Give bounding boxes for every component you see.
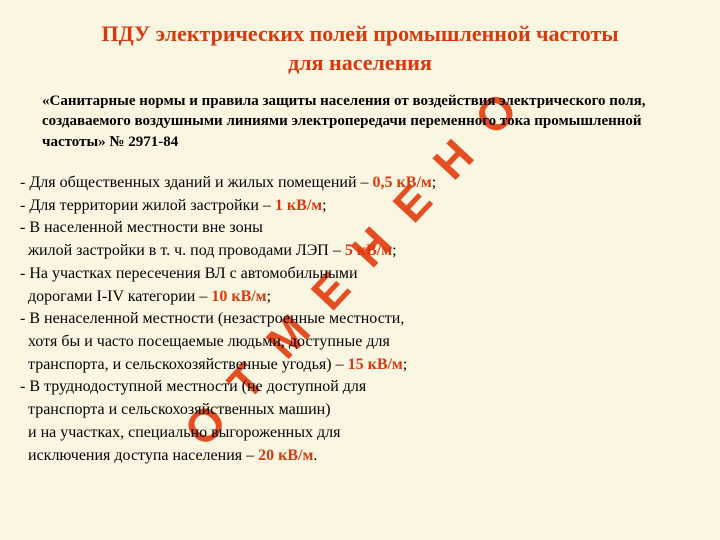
item-text: - В ненаселенной местности (незастроенны… [20, 310, 404, 327]
title-line-1: ПДУ электрических полей промышленной час… [101, 21, 618, 46]
list-item: - На участках пересечения ВЛ с автомобил… [20, 263, 684, 308]
title-line-2: для населения [288, 50, 432, 75]
list-item: - Для общественных зданий и жилых помеще… [20, 172, 684, 195]
item-text-post: . [313, 447, 317, 464]
item-value: 1 кВ/м [275, 197, 322, 214]
item-text: хотя бы и часто посещаемые людьми, досту… [20, 333, 390, 350]
item-text: транспорта и сельскохозяйственных машин) [20, 401, 331, 418]
item-text: - В населенной местности вне зоны [20, 219, 263, 236]
item-value: 0,5 кВ/м [373, 174, 432, 191]
item-value: 15 кВ/м [348, 356, 403, 373]
item-text: и на участках, специально выгороженных д… [20, 424, 340, 441]
list-item: - В ненаселенной местности (незастроенны… [20, 308, 684, 376]
items-list: - Для общественных зданий и жилых помеще… [20, 172, 684, 467]
slide-subtitle: «Санитарные нормы и правила защиты насел… [42, 91, 684, 152]
slide-content: ПДУ электрических полей промышленной час… [36, 20, 684, 467]
item-value: 20 кВ/м [258, 447, 313, 464]
item-text: исключения доступа населения – [20, 447, 258, 464]
item-text: жилой застройки в т. ч. под проводами ЛЭ… [20, 242, 345, 259]
item-text-post: ; [322, 197, 326, 214]
item-text: транспорта, и сельскохозяйственные угодь… [20, 356, 348, 373]
list-item: - Для территории жилой застройки – 1 кВ/… [20, 195, 684, 218]
item-value: 5 кВ/м [345, 242, 392, 259]
item-text-post: ; [403, 356, 407, 373]
item-text-post: ; [392, 242, 396, 259]
item-value: 10 кВ/м [211, 288, 266, 305]
item-text-post: ; [267, 288, 271, 305]
list-item: - В населенной местности вне зоны жилой … [20, 217, 684, 262]
item-text-post: ; [432, 174, 436, 191]
list-item: - В труднодоступной местности (не доступ… [20, 376, 684, 467]
item-text: - Для территории жилой застройки – [20, 197, 275, 214]
item-text: - На участках пересечения ВЛ с автомобил… [20, 265, 358, 282]
item-text: - В труднодоступной местности (не доступ… [20, 378, 366, 395]
slide-title: ПДУ электрических полей промышленной час… [36, 20, 684, 77]
item-text: дорогами I-IV категории – [20, 288, 211, 305]
item-text: - Для общественных зданий и жилых помеще… [20, 174, 373, 191]
